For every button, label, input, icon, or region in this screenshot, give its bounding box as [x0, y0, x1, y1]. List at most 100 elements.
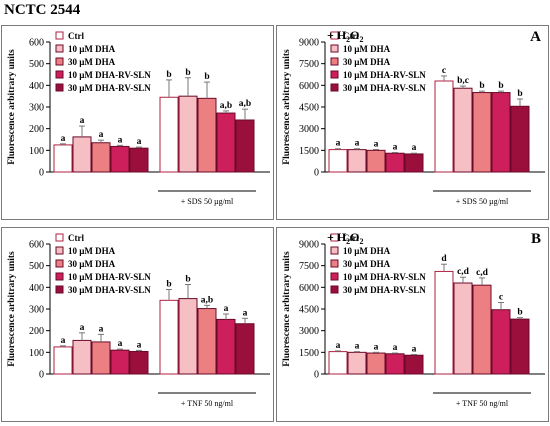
y-tick-label: 200: [29, 326, 44, 337]
bar: [434, 80, 454, 173]
y-tick-label: 300: [29, 103, 44, 114]
significance-label: a: [61, 336, 66, 346]
bar: [129, 350, 149, 375]
bar: [328, 351, 348, 375]
bar: [404, 354, 424, 375]
significance-label: a: [99, 130, 104, 140]
bar: [347, 351, 367, 375]
bar: [159, 96, 179, 173]
significance-label: a,b: [201, 295, 213, 305]
bar: [347, 149, 367, 173]
legend-swatch: [330, 70, 339, 79]
y-tick-label: 400: [29, 283, 44, 294]
significance-label: a: [137, 340, 142, 350]
bar: [110, 145, 130, 173]
significance-label: a,b: [220, 101, 232, 111]
significance-label: a: [80, 323, 85, 333]
significance-label: d: [441, 254, 447, 264]
legend-label: 10 µM DHA-RV-SLN: [68, 70, 151, 80]
legend-swatch: [330, 44, 339, 53]
bar: [178, 298, 198, 375]
bar: [366, 149, 386, 173]
legend-swatch: [55, 70, 64, 79]
condition-label: + H2O2: [327, 28, 364, 44]
significance-label: a: [412, 143, 417, 153]
chart-panel-tnf-baseline: 0 100 200 300 400 500 600 Fluorescence arbitrar…: [1, 227, 274, 422]
significance-label: a: [355, 139, 360, 149]
bar: [178, 95, 198, 173]
legend-swatch: [55, 285, 64, 294]
significance-label: a: [118, 339, 123, 349]
bar: [404, 153, 424, 173]
panel-frame: [1, 227, 274, 422]
y-tick-label: 0: [314, 168, 319, 179]
panel-frame: [276, 227, 549, 422]
bar: [385, 152, 405, 173]
y-tick-label: 0: [39, 168, 44, 179]
y-tick-label: 7500: [299, 261, 319, 272]
legend-label: 30 µM DHA-RV-SLN: [343, 83, 426, 93]
significance-label: a: [224, 304, 229, 314]
treatment-label: + SDS 50 µg/ml: [456, 197, 509, 206]
figure-title: NCTC 2544: [4, 2, 81, 18]
significance-label: c: [499, 293, 503, 303]
bar: [216, 112, 236, 173]
legend-swatch: [55, 31, 64, 40]
significance-label: a: [99, 324, 104, 334]
treatment-label: + SDS 50 µg/ml: [181, 197, 234, 206]
legend-swatch: [55, 233, 64, 242]
significance-label: a: [80, 116, 85, 126]
legend-swatch: [330, 233, 339, 242]
y-tick-label: 0: [39, 370, 44, 381]
significance-label: c,d: [457, 267, 470, 277]
legend-label: 10 µM DHA: [343, 44, 391, 54]
legend-swatch: [330, 272, 339, 281]
legend-swatch: [330, 31, 339, 40]
legend-swatch: [55, 246, 64, 255]
legend-label: Ctrl: [68, 233, 84, 243]
significance-label: a: [137, 137, 142, 147]
bar: [216, 318, 236, 375]
bar: [53, 144, 73, 173]
legend-swatch: [330, 83, 339, 92]
y-tick-label: 100: [29, 146, 44, 157]
significance-label: b: [185, 68, 190, 78]
significance-label: b: [166, 70, 171, 80]
legend-label: 10 µM DHA-RV-SLN: [343, 70, 426, 80]
significance-label: a: [336, 139, 341, 149]
significance-label: b: [498, 81, 503, 91]
bar: [366, 352, 386, 375]
legend-label: 30 µM DHA-RV-SLN: [343, 285, 426, 295]
bar: [472, 92, 492, 173]
y-tick-label: 4500: [299, 305, 319, 316]
significance-label: c,d: [476, 268, 489, 278]
chart-panel-b-h2o2: 0 1500 3000 4500 6000 7500 9000 Fluorescence ar…: [276, 227, 549, 422]
significance-label: b: [166, 280, 171, 290]
panel-letter: B: [531, 231, 541, 247]
legend-label: 30 µM DHA: [68, 57, 116, 67]
bar: [472, 284, 492, 375]
significance-label: b: [185, 275, 190, 285]
y-tick-label: 9000: [299, 240, 319, 251]
significance-label: b: [204, 72, 209, 82]
y-tick-label: 600: [29, 240, 44, 251]
significance-label: a: [393, 143, 398, 153]
y-tick-label: 600: [29, 38, 44, 49]
bar: [328, 149, 348, 173]
bar: [110, 349, 130, 375]
bar: [72, 339, 92, 375]
bar: [453, 282, 473, 375]
significance-label: a: [412, 345, 417, 355]
significance-label: a: [243, 308, 248, 318]
bar: [91, 341, 111, 375]
legend-label: 10 µM DHA: [68, 44, 116, 54]
significance-label: a: [393, 343, 398, 353]
bar: [72, 136, 92, 173]
y-tick-label: 400: [29, 81, 44, 92]
y-tick-label: 0: [314, 370, 319, 381]
bar: [53, 346, 73, 375]
bar: [491, 309, 511, 375]
legend-label: Ctrl: [343, 233, 359, 243]
significance-label: b: [479, 81, 484, 91]
bar: [129, 147, 149, 173]
